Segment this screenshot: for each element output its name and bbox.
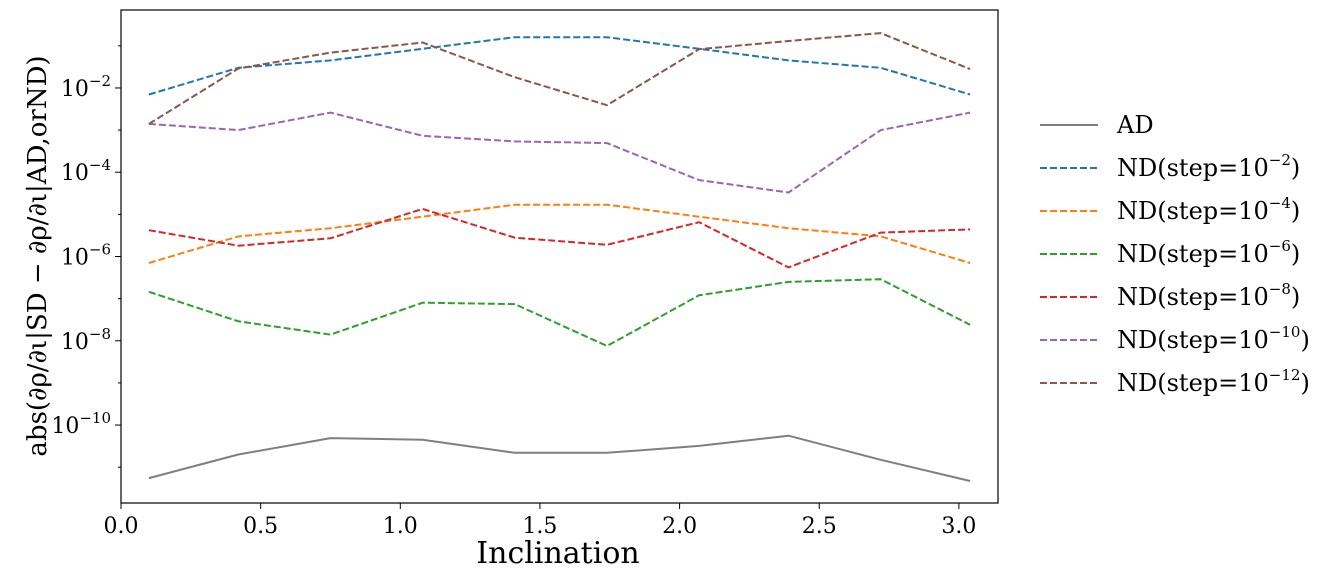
x-tick-label: 0.5 [243,514,278,539]
legend-label-5: ND(step=10−10) [1117,323,1310,354]
x-tick-label: 2.5 [802,514,837,539]
legend-label-6: ND(step=10−12) [1117,366,1310,397]
series-line-1 [148,36,971,96]
y-tick-label: 10−6 [61,241,111,271]
legend-label-3: ND(step=10−6) [1117,237,1300,268]
y-tick-label: 10−2 [61,72,111,102]
legend-label-4: ND(step=10−8) [1117,280,1300,311]
x-axis-ticks: 0.0 0.5 1.0 1.5 2.0 2.5 3.0 [104,503,976,539]
x-tick-label: 1.5 [522,514,557,539]
y-tick-label: 10−10 [51,409,111,439]
legend-label-2: ND(step=10−4) [1117,194,1300,225]
legend: AD ND(step=10−2) ND(step=10−4) ND(step=10−6… [1040,111,1310,397]
x-tick-label: 1.0 [383,514,418,539]
x-tick-label: 3.0 [941,514,976,539]
series-line-5 [148,111,971,194]
plot-area [121,10,998,503]
y-axis-title: abs(∂ρ/∂ι|SD − ∂ρ/∂ι|AD,orND) [23,55,53,456]
x-tick-label: 0.0 [104,514,139,539]
series-lines [148,32,971,482]
y-tick-label: 10−8 [61,325,111,355]
legend-label-1: ND(step=10−2) [1117,151,1300,182]
legend-label-0: AD [1116,111,1154,139]
y-axis-title-text: abs(∂ρ/∂ι|SD − ∂ρ/∂ι|AD,orND) [23,55,53,456]
y-tick-label: 10−4 [61,156,111,186]
series-line-0 [148,434,971,482]
x-axis-title: Inclination [476,536,639,571]
x-tick-label: 2.0 [662,514,697,539]
y-axis-ticks: 10−2 10−4 10−6 10−8 10−10 [51,45,121,468]
series-line-2 [148,203,971,264]
series-line-3 [148,278,971,347]
series-line-4 [148,207,971,269]
series-line-6 [148,32,971,125]
